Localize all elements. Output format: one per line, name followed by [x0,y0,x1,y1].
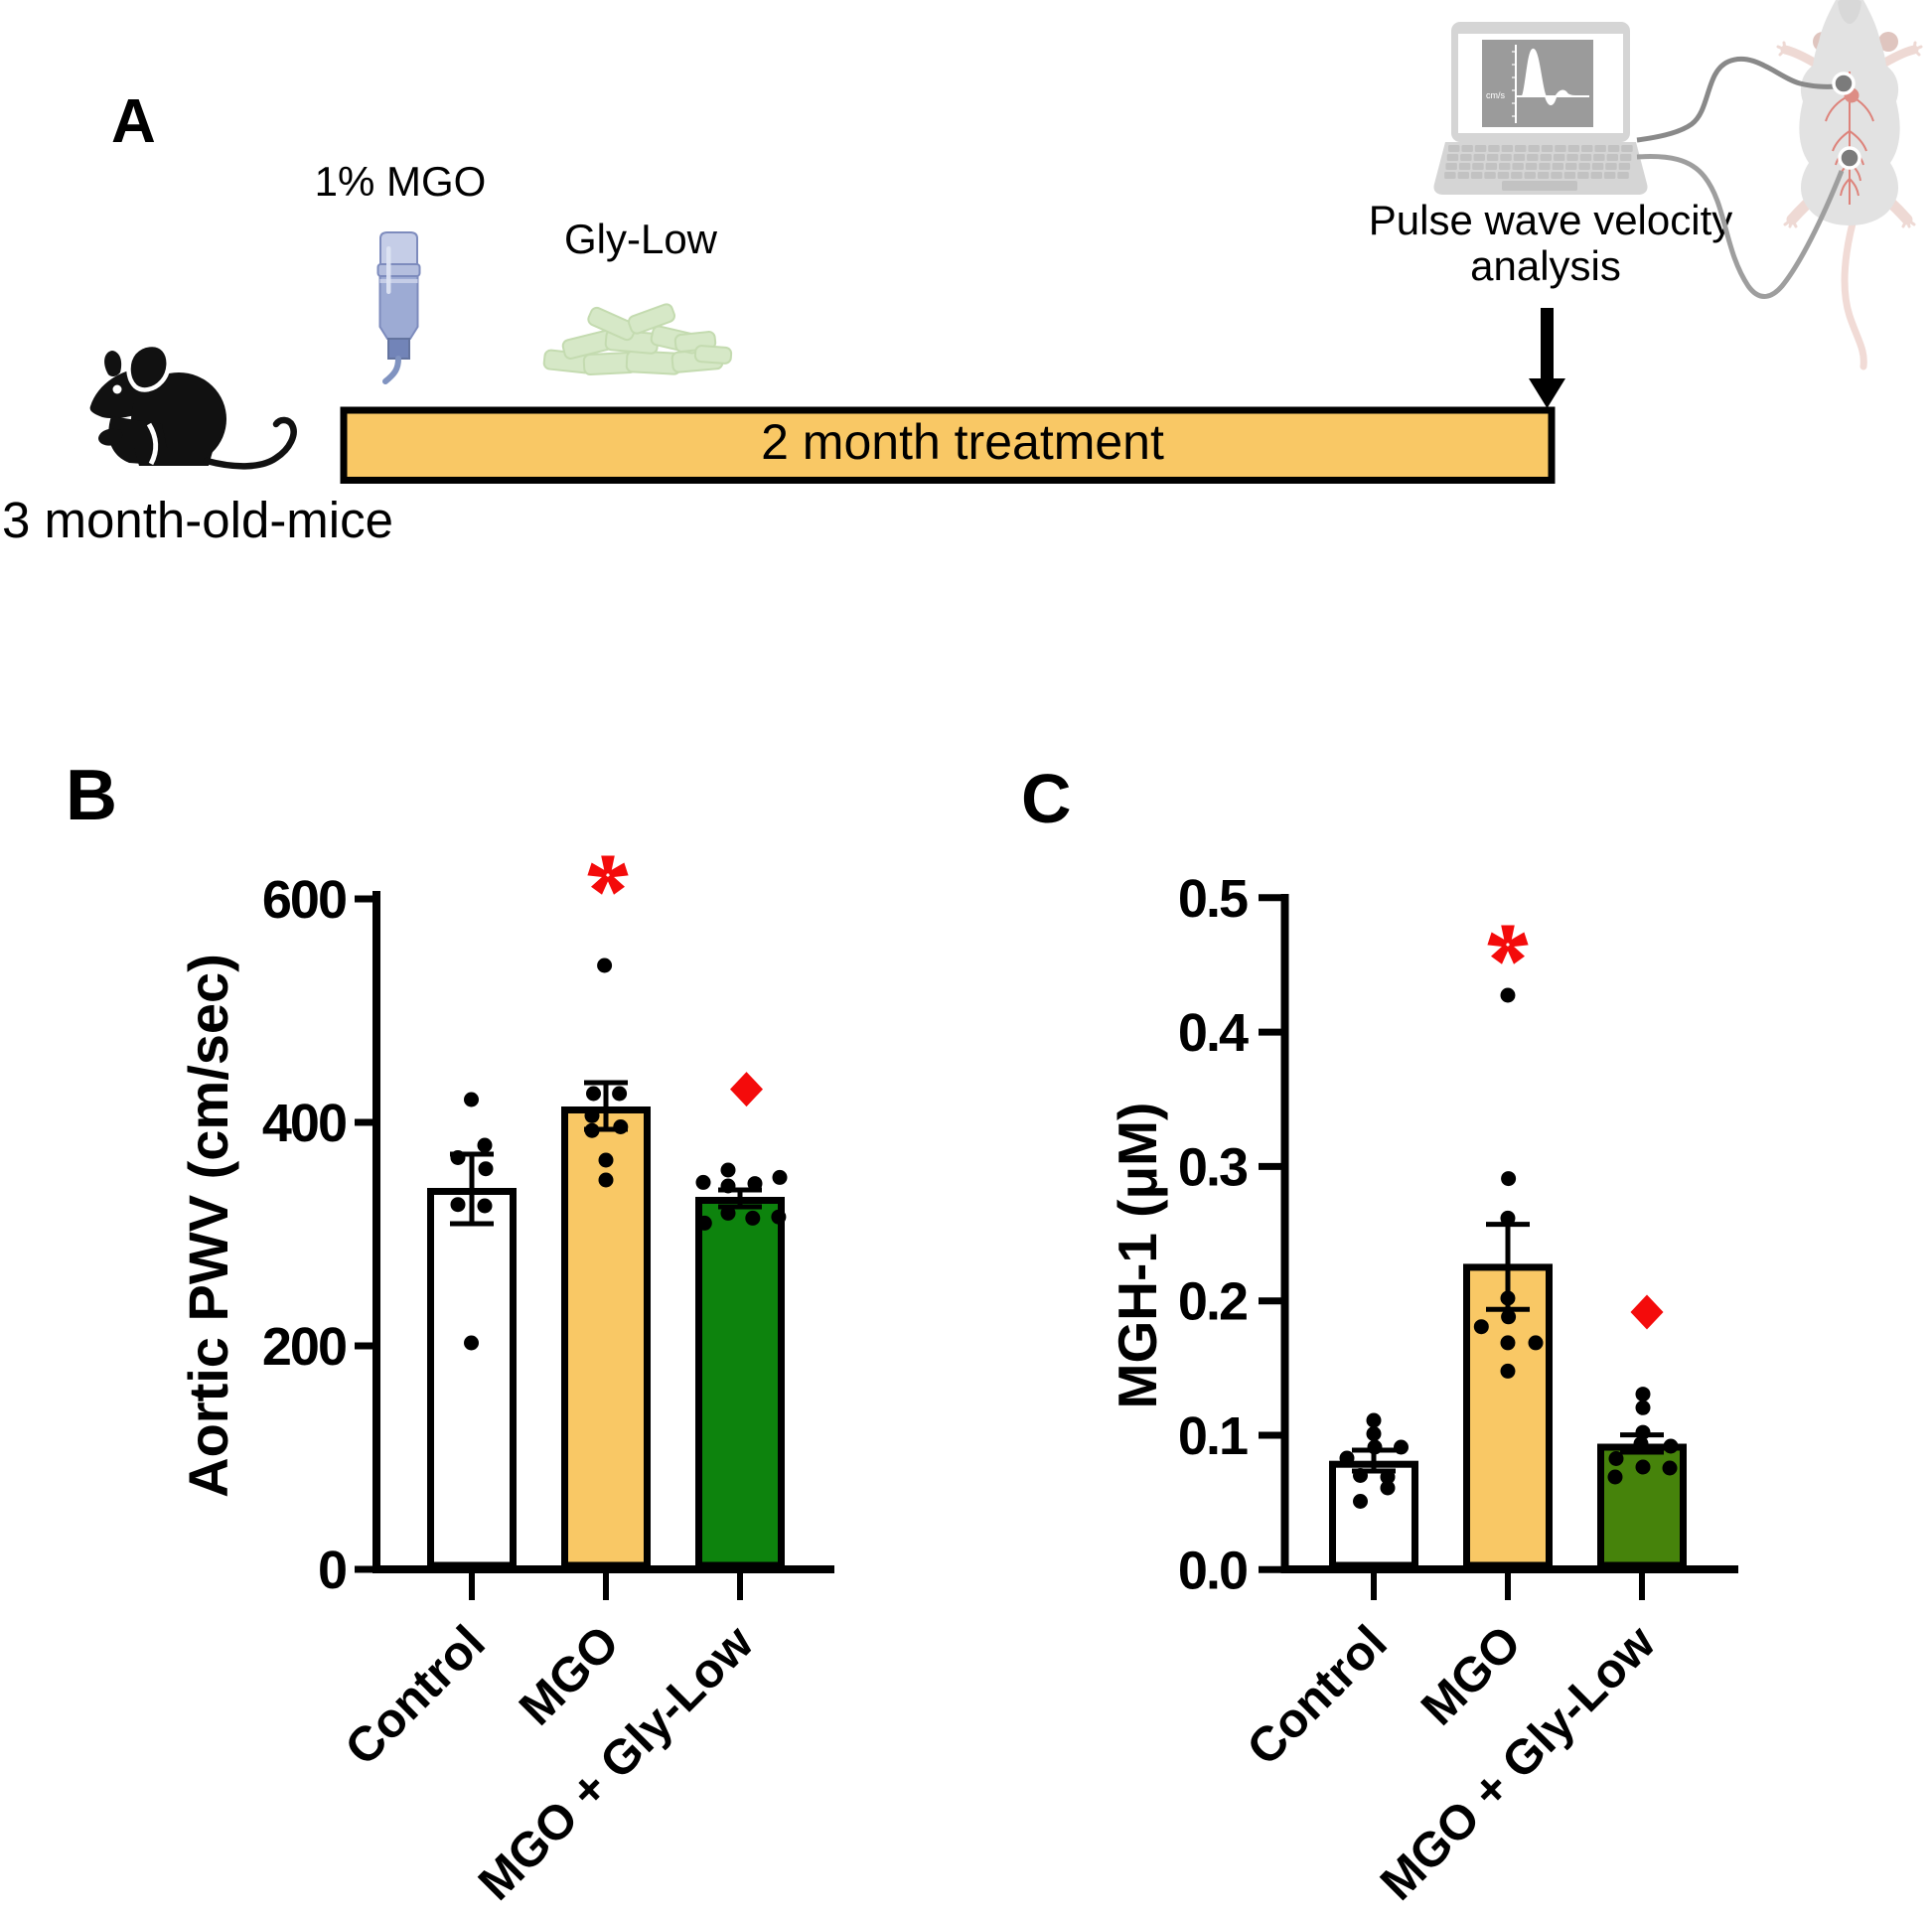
svg-text:analysis: analysis [1470,242,1621,289]
svg-text:B: B [66,756,117,835]
svg-text:600: 600 [262,870,346,930]
svg-text:0.5: 0.5 [1178,869,1248,929]
svg-text:400: 400 [262,1094,346,1153]
svg-text:200: 200 [262,1317,346,1377]
svg-text:0.3: 0.3 [1178,1137,1248,1197]
svg-text:cm/s: cm/s [1486,90,1505,100]
svg-text:2 month treatment: 2 month treatment [761,414,1164,470]
svg-text:3 month-old-mice: 3 month-old-mice [2,492,393,548]
svg-text:MGH-1 (μM): MGH-1 (μM) [1107,1103,1168,1409]
svg-text:0: 0 [318,1541,346,1600]
svg-text:0.4: 0.4 [1178,1003,1249,1063]
svg-text:Pulse wave velocity: Pulse wave velocity [1369,197,1733,243]
svg-text:Aortic PWV (cm/sec): Aortic PWV (cm/sec) [177,954,239,1498]
svg-text:0.1: 0.1 [1178,1406,1248,1466]
svg-text:0.2: 0.2 [1178,1272,1247,1332]
svg-text:1% MGO: 1% MGO [315,158,487,205]
svg-text:0.0: 0.0 [1178,1541,1247,1600]
svg-text:C: C [1021,760,1072,837]
svg-text:Gly-Low: Gly-Low [564,216,718,262]
svg-text:A: A [111,87,156,156]
